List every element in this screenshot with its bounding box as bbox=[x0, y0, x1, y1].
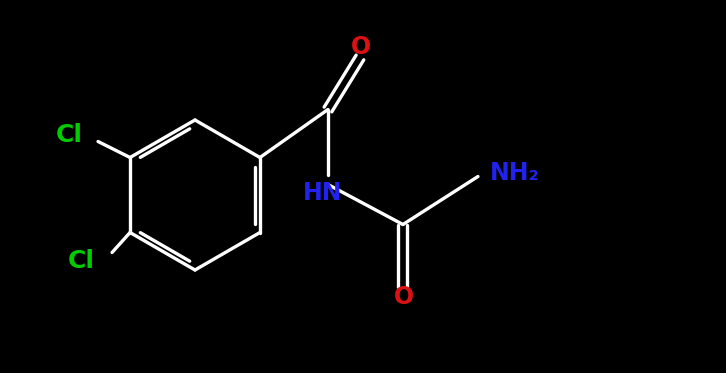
Text: HN: HN bbox=[303, 181, 343, 204]
Text: NH₂: NH₂ bbox=[490, 160, 540, 185]
Text: O: O bbox=[394, 285, 414, 308]
Text: Cl: Cl bbox=[56, 123, 83, 147]
Text: Cl: Cl bbox=[68, 248, 95, 273]
Text: O: O bbox=[351, 35, 371, 60]
